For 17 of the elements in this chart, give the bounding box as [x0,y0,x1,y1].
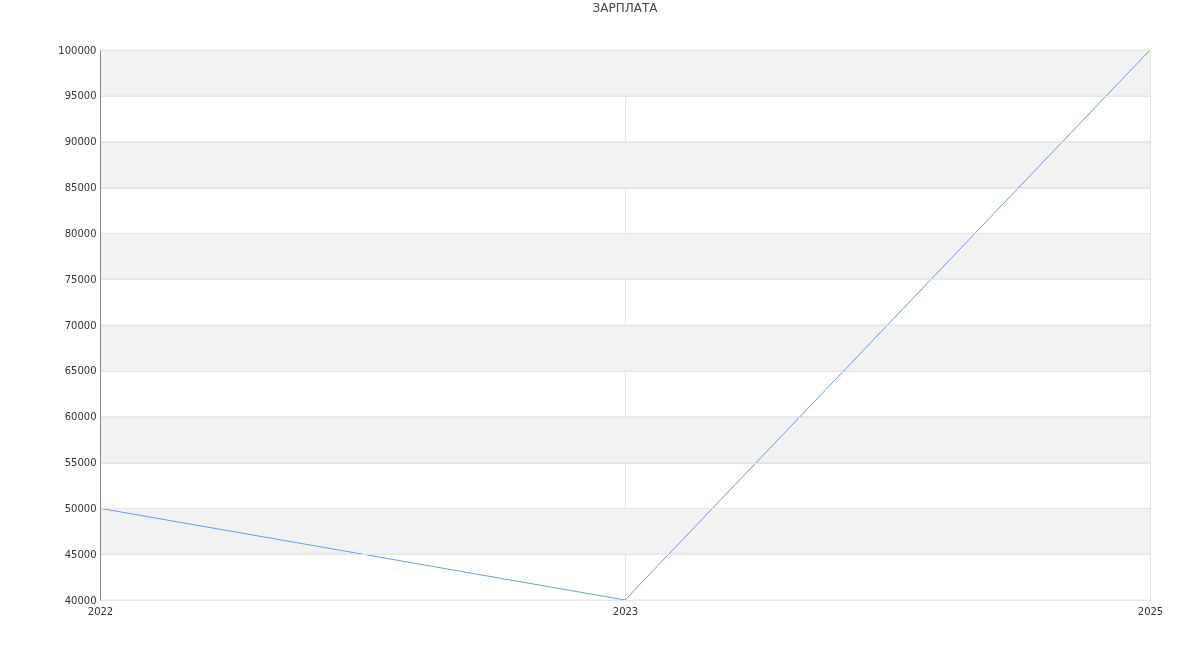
y-tick-label: 100000 [58,44,97,56]
y-tick-label: 60000 [64,411,97,423]
x-tick-label: 2022 [87,605,114,617]
y-tick-label: 50000 [64,502,97,514]
y-tick-label: 90000 [64,136,97,148]
y-tick-label: 55000 [64,457,97,468]
x-tick-label: 2023 [612,605,639,617]
y-tick-label: 85000 [64,182,97,193]
x-tick-label: 2025 [1137,605,1164,617]
y-tick-label: 75000 [64,273,97,285]
y-tick-label: 80000 [64,227,97,239]
y-tick-label: 95000 [64,90,97,102]
chart-title: ЗАРПЛАТА [592,1,659,15]
y-tick-label: 70000 [64,319,97,331]
y-tick-label: 45000 [64,548,97,560]
y-tick-label: 65000 [64,365,97,377]
y-tick-label: 40000 [64,594,97,606]
